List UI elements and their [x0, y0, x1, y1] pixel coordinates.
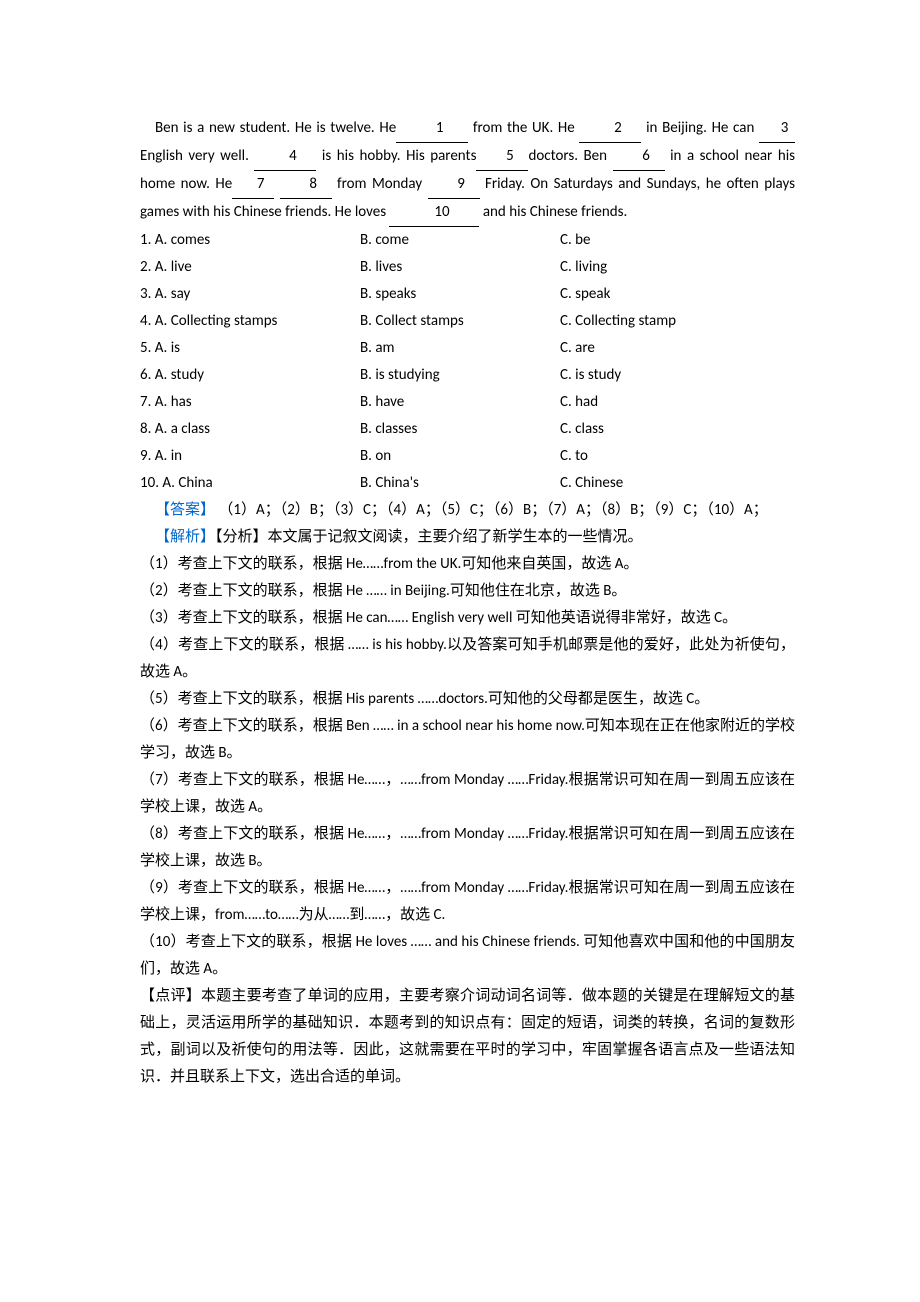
option-c: C. living: [560, 254, 795, 281]
option-a: 8. A. a class: [140, 416, 360, 443]
option-c: C. class: [560, 416, 795, 443]
analysis-intro-text: 【分析】本文属于记叙文阅读，主要介绍了新学生本的一些情况。: [215, 528, 643, 546]
option-c: C. to: [560, 443, 795, 470]
option-a: 10. A. China: [140, 470, 360, 497]
option-c: C. is study: [560, 362, 795, 389]
option-a: 1. A. comes: [140, 227, 360, 254]
blank-1: 1: [396, 115, 468, 143]
option-row-8: 8. A. a class B. classes C. class: [140, 416, 795, 443]
option-b: B. classes: [360, 416, 560, 443]
option-c: C. Chinese: [560, 470, 795, 497]
text: in Beijing. He can: [641, 119, 759, 137]
text: Ben is a new student. He is twelve. He: [155, 119, 396, 137]
analysis-item-10: （10）考查上下文的联系，根据 He loves …… and his Chin…: [140, 929, 795, 983]
blank-4: 4: [254, 143, 316, 171]
blank-9: 9: [428, 171, 480, 199]
answer-label: 【答案】: [155, 501, 215, 519]
blank-7: 7: [232, 171, 274, 199]
option-c: C. are: [560, 335, 795, 362]
option-row-9: 9. A. in B. on C. to: [140, 443, 795, 470]
blank-8: 8: [280, 171, 332, 199]
analysis-item-6: （6）考查上下文的联系，根据 Ben …… in a school near h…: [140, 713, 795, 767]
analysis-item-3: （3）考查上下文的联系，根据 He can…… English very wel…: [140, 605, 795, 632]
text: doctors. Ben: [528, 147, 612, 165]
blank-2: 2: [579, 115, 641, 143]
option-a: 7. A. has: [140, 389, 360, 416]
cloze-passage: Ben is a new student. He is twelve. He1 …: [140, 115, 795, 227]
analysis-item-1: （1）考查上下文的联系，根据 He……from the UK.可知他来自英国，故…: [140, 551, 795, 578]
text: from the UK. He: [468, 119, 579, 137]
option-a: 4. A. Collecting stamps: [140, 308, 360, 335]
analysis-comment: 【点评】本题主要考查了单词的应用，主要考察介词动词名词等．做本题的关键是在理解短…: [140, 983, 795, 1091]
blank-6: 6: [613, 143, 665, 171]
analysis-label: 【解析】: [155, 528, 215, 546]
option-row-1: 1. A. comes B. come C. be: [140, 227, 795, 254]
option-row-6: 6. A. study B. is studying C. is study: [140, 362, 795, 389]
option-b: B. lives: [360, 254, 560, 281]
option-row-5: 5. A. is B. am C. are: [140, 335, 795, 362]
option-b: B. on: [360, 443, 560, 470]
option-b: B. have: [360, 389, 560, 416]
option-row-3: 3. A. say B. speaks C. speak: [140, 281, 795, 308]
option-row-4: 4. A. Collecting stamps B. Collect stamp…: [140, 308, 795, 335]
option-b: B. is studying: [360, 362, 560, 389]
option-row-10: 10. A. China B. China's C. Chinese: [140, 470, 795, 497]
analysis-item-8: （8）考查上下文的联系，根据 He……，……from Monday ……Frid…: [140, 821, 795, 875]
analysis-item-5: （5）考查上下文的联系，根据 His parents ……doctors.可知他…: [140, 686, 795, 713]
option-c: C. be: [560, 227, 795, 254]
option-a: 9. A. in: [140, 443, 360, 470]
analysis-item-2: （2）考查上下文的联系，根据 He …… in Beijing.可知他住在北京，…: [140, 578, 795, 605]
option-b: B. come: [360, 227, 560, 254]
text: is his hobby. His parents: [316, 147, 476, 165]
answer-text: （1）A；（2）B；（3）C；（4）A；（5）C；（6）B；（7）A；（8）B；…: [215, 501, 768, 519]
page-content: Ben is a new student. He is twelve. He1 …: [0, 0, 920, 1151]
options-block: 1. A. comes B. come C. be 2. A. live B. …: [140, 227, 795, 497]
blank-5: 5: [476, 143, 528, 171]
blank-10: 10: [389, 199, 479, 227]
option-b: B. China's: [360, 470, 560, 497]
option-b: B. Collect stamps: [360, 308, 560, 335]
analysis-item-9: （9）考查上下文的联系，根据 He……，……from Monday ……Frid…: [140, 875, 795, 929]
text: and his Chinese friends.: [479, 203, 627, 221]
analysis-intro: 【解析】【分析】本文属于记叙文阅读，主要介绍了新学生本的一些情况。: [140, 524, 795, 551]
option-c: C. speak: [560, 281, 795, 308]
text: from Monday: [332, 175, 428, 193]
option-a: 2. A. live: [140, 254, 360, 281]
analysis-item-7: （7）考查上下文的联系，根据 He……，……from Monday ……Frid…: [140, 767, 795, 821]
option-a: 3. A. say: [140, 281, 360, 308]
option-row-2: 2. A. live B. lives C. living: [140, 254, 795, 281]
analysis-item-4: （4）考查上下文的联系，根据 …… is his hobby.以及答案可知手机邮…: [140, 632, 795, 686]
option-a: 5. A. is: [140, 335, 360, 362]
option-b: B. am: [360, 335, 560, 362]
option-row-7: 7. A. has B. have C. had: [140, 389, 795, 416]
text: English very well.: [140, 147, 254, 165]
answer-line: 【答案】 （1）A；（2）B；（3）C；（4）A；（5）C；（6）B；（7）A；…: [140, 497, 795, 524]
blank-3: 3: [759, 115, 795, 143]
option-a: 6. A. study: [140, 362, 360, 389]
option-b: B. speaks: [360, 281, 560, 308]
option-c: C. had: [560, 389, 795, 416]
option-c: C. Collecting stamp: [560, 308, 795, 335]
